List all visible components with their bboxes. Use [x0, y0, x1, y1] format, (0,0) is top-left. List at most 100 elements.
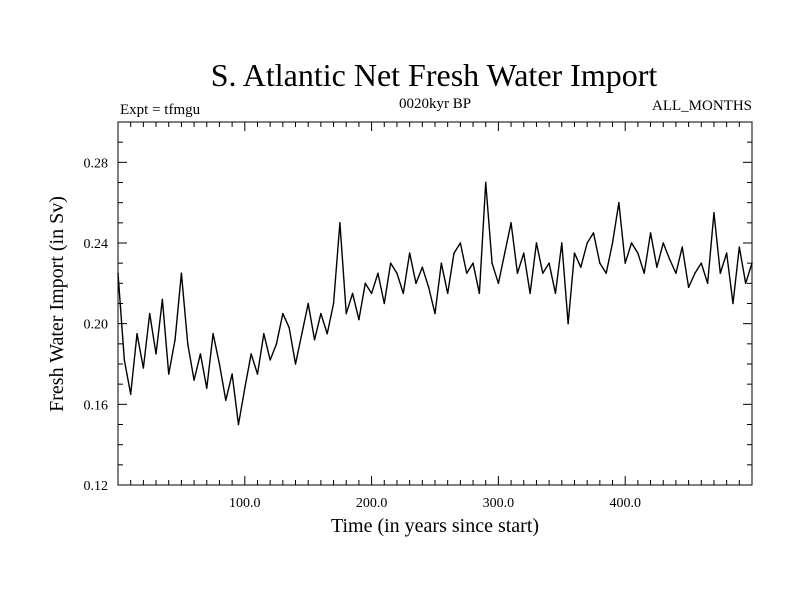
y-tick-label: 0.20 [84, 318, 109, 333]
x-axis-label: Time (in years since start) [331, 515, 539, 537]
data-point [662, 242, 664, 244]
data-point [206, 387, 208, 389]
data-point [155, 353, 157, 355]
data-point [377, 272, 379, 274]
data-point [402, 292, 404, 295]
data-point [187, 343, 189, 345]
data-point [732, 302, 734, 305]
data-point [288, 327, 290, 329]
data-point [504, 252, 506, 254]
data-point [307, 302, 309, 305]
data-point [700, 262, 702, 264]
data-point [161, 298, 164, 301]
data-point [225, 399, 227, 401]
x-tick-label: 300.0 [483, 496, 515, 511]
data-point [231, 373, 233, 375]
y-tick-label: 0.16 [84, 398, 109, 413]
data-point [637, 252, 639, 254]
data-point [301, 333, 303, 335]
x-tick-label: 100.0 [229, 496, 261, 511]
data-point [250, 353, 252, 355]
plot-frame [117, 121, 753, 486]
data-point [554, 292, 557, 295]
data-point [351, 292, 354, 295]
data-point [408, 252, 411, 254]
data-point [415, 282, 417, 285]
data-point [643, 272, 645, 274]
data-point [275, 343, 278, 345]
data-points [117, 181, 753, 426]
data-point [592, 232, 595, 234]
data-point [548, 262, 550, 264]
data-point [294, 363, 297, 365]
tick-labels: 100.0 200.0 300.0 400.0 0.12 0.16 0.20 0.24 0.28 [84, 156, 641, 511]
data-point [345, 312, 347, 315]
data-point [199, 353, 202, 355]
data-point [421, 266, 424, 268]
data-point [364, 282, 366, 285]
data-point [193, 379, 195, 381]
data-point [725, 252, 728, 254]
y-tick-label: 0.24 [84, 237, 109, 252]
data-point [630, 242, 633, 244]
data-point [396, 272, 398, 274]
data-point [510, 222, 512, 224]
data-point [713, 212, 715, 214]
data-point [244, 387, 246, 389]
data-point [668, 258, 671, 260]
data-point [523, 252, 525, 254]
chart-title: S. Atlantic Net Fresh Water Import [211, 57, 658, 93]
data-point [681, 246, 683, 248]
data-point [516, 272, 519, 274]
chart-subtitle-right: ALL_MONTHS [652, 98, 752, 114]
data-point [136, 333, 138, 335]
data-point [358, 318, 360, 321]
data-point [282, 312, 284, 315]
data-point [370, 292, 373, 295]
data-point [168, 373, 170, 375]
data-point [573, 252, 576, 254]
data-point [123, 359, 126, 361]
data-point [339, 222, 341, 224]
x-tick-label: 400.0 [609, 496, 641, 511]
data-point [567, 322, 569, 325]
data-point [706, 282, 709, 285]
data-point [605, 272, 607, 274]
data-point [149, 312, 151, 315]
data-point [472, 262, 474, 264]
data-point [117, 272, 119, 274]
data-point [453, 252, 455, 254]
data-point [446, 292, 449, 295]
data-point [675, 272, 677, 274]
data-point [332, 302, 335, 305]
x-tick-label: 200.0 [356, 496, 388, 511]
chart-subtitle-left: Expt = tfmgu [120, 102, 201, 118]
data-point [529, 292, 531, 295]
data-point [719, 272, 721, 274]
data-point [478, 292, 481, 295]
data-point [687, 286, 690, 289]
data-point [611, 242, 614, 244]
data-point [237, 423, 240, 426]
data-point [491, 262, 493, 264]
data-point [744, 282, 747, 285]
y-tick-label: 0.12 [84, 479, 109, 494]
data-point [694, 272, 696, 274]
data-point [459, 242, 462, 244]
data-point [580, 266, 582, 268]
data-point [649, 232, 652, 234]
data-point [129, 393, 132, 395]
data-point [440, 262, 443, 264]
data-point [599, 262, 601, 264]
data-point [218, 363, 221, 365]
data-point [497, 282, 500, 285]
data-point [427, 286, 430, 289]
series-line [117, 181, 753, 426]
data-point [320, 312, 322, 315]
data-point [618, 201, 620, 204]
data-point [389, 262, 392, 264]
data-point [434, 312, 436, 315]
data-point [561, 242, 563, 244]
data-point [738, 246, 741, 248]
